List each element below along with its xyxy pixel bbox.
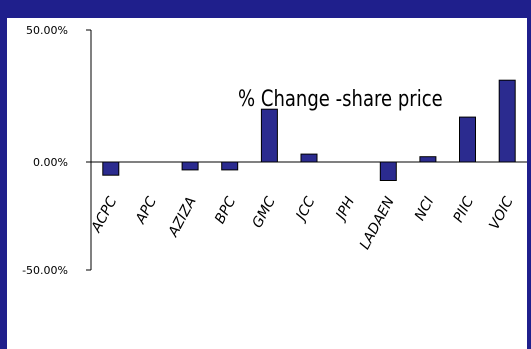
y-tick-label-zero: 0.00% (33, 156, 68, 169)
category-label-bpc: BPC (212, 194, 239, 226)
bar-voic (498, 79, 516, 163)
bar-gmc (260, 108, 278, 163)
frame-left-border (0, 0, 7, 349)
category-label-nci: NCI (412, 194, 438, 223)
bar-jcc (300, 153, 318, 163)
frame-top-border (0, 0, 531, 18)
bars (102, 79, 516, 181)
y-tick-label-bottom: -50.00% (22, 264, 68, 277)
frame-right-border (527, 0, 531, 349)
category-label-gmc: GMC (249, 194, 279, 231)
category-label-jcc: JCC (292, 194, 319, 225)
bar-aziza (181, 161, 199, 171)
bar-piic (459, 116, 476, 163)
category-label-apc: APC (132, 194, 160, 227)
bar-bpc (221, 161, 239, 171)
category-label-aziza: AZIZA (165, 194, 200, 240)
bar-nci (419, 156, 437, 163)
bar-ladaen (379, 161, 397, 181)
category-label-piic: PIIC (451, 194, 478, 225)
y-tick-labels: 50.00% 0.00% -50.00% (22, 24, 68, 277)
bar-acpc (102, 161, 120, 176)
chart-title: % Change -share price (238, 85, 443, 111)
category-label-jph: JPH (332, 194, 359, 225)
category-label-voic: VOIC (486, 194, 516, 232)
category-label-ladaen: LADAEN (357, 194, 398, 252)
y-tick-label-top: 50.00% (26, 24, 68, 37)
category-label-acpc: ACPC (88, 194, 120, 236)
